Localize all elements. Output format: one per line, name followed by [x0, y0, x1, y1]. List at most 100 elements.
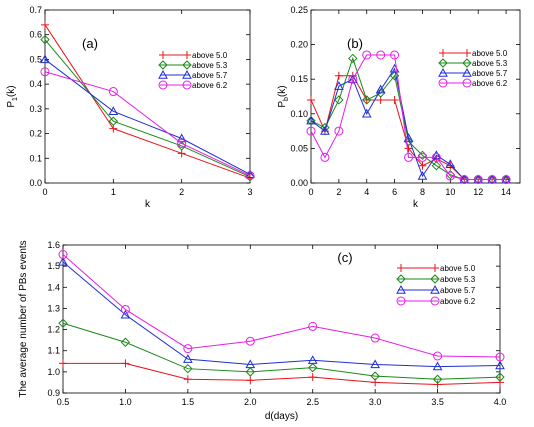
x-tick-label: 2.5: [306, 397, 319, 407]
data-point: [496, 378, 504, 387]
data-point: [306, 115, 316, 125]
legend-marker: [462, 58, 472, 68]
plot-frame: [44, 9, 251, 184]
data-point: [417, 152, 427, 162]
data-point: [183, 375, 192, 384]
series-line: [44, 59, 251, 175]
data-point: [308, 321, 318, 331]
data-point: [306, 126, 316, 136]
legend-marker: [438, 58, 448, 68]
legend-entry: above 5.7: [440, 286, 476, 295]
data-point: [245, 169, 255, 179]
data-point: [473, 175, 483, 185]
legend-marker: [430, 296, 440, 306]
data-point: [348, 74, 358, 84]
x-tick-label: 8: [420, 187, 425, 197]
data-point: [246, 376, 255, 385]
legend-marker: [463, 49, 471, 57]
y-tick-label: 0.7: [29, 5, 42, 15]
data-point: [183, 363, 193, 374]
legend-marker: [182, 80, 192, 90]
data-point: [58, 250, 68, 260]
legend-marker: [396, 296, 406, 306]
y-tick-label: 1.3: [47, 303, 60, 313]
x-tick-label: 4: [364, 187, 369, 197]
data-point: [307, 95, 315, 104]
data-point: [418, 161, 427, 170]
data-point: [501, 175, 511, 185]
y-tick-label: 0.4: [29, 79, 42, 89]
data-point: [334, 126, 344, 136]
legend-entry: above 5.0: [192, 51, 228, 60]
y-tick-label: 1.0: [47, 367, 60, 377]
data-point: [403, 132, 414, 142]
legend-entry: above 5.0: [440, 264, 476, 273]
chart-panel-a: 0 1 2 3 0.0 0.1 0.2 0.3 0.4 0.5 0.6 0.7 k P1(k) (a) abo…: [6, 5, 255, 210]
data-point: [40, 34, 50, 45]
legend-entry: above 6.2: [192, 81, 228, 90]
data-point: [308, 362, 318, 373]
x-axis-label: k: [145, 199, 151, 210]
y-tick-label: 0.1: [29, 153, 42, 163]
legend-entry: above 5.0: [472, 49, 508, 58]
x-tick-label: 10: [445, 187, 455, 197]
y-tick-label: 0.15: [290, 74, 308, 84]
x-tick-label: 2.0: [244, 397, 257, 407]
data-point: [375, 84, 386, 94]
x-tick-label: 3: [247, 187, 252, 197]
data-point: [59, 359, 67, 368]
data-point: [347, 74, 358, 83]
y-tick-label: 0.5: [29, 54, 42, 64]
series-line: [44, 39, 251, 178]
legend-marker: [182, 60, 192, 70]
series-above-6-2: [306, 50, 511, 185]
x-tick-label: 6: [392, 187, 397, 197]
y-tick-label: 0.2: [29, 129, 42, 139]
data-point: [120, 304, 130, 314]
legend-marker: [396, 274, 406, 284]
series-above-5-0: [41, 20, 254, 183]
data-point: [40, 67, 50, 77]
y-tick-label: 1.4: [47, 282, 60, 292]
legend-marker: [439, 49, 447, 57]
series-above-5-7: [40, 54, 255, 179]
series-above-5-3: [58, 318, 505, 384]
data-point: [109, 124, 118, 133]
data-point: [183, 354, 193, 363]
x-tick-label: 1.0: [119, 397, 132, 407]
legend-marker: [397, 264, 405, 272]
data-point: [58, 256, 68, 266]
panel-label: (a): [82, 36, 98, 51]
x-tick-label: 0: [42, 187, 47, 197]
data-point: [245, 359, 256, 369]
data-point: [40, 54, 50, 64]
y-tick-label: 0.3: [29, 104, 42, 114]
data-point: [431, 152, 441, 162]
data-point: [375, 88, 386, 98]
x-tick-label: 3.5: [431, 397, 444, 407]
legend-marker: [158, 69, 168, 79]
data-point: [432, 374, 443, 384]
legend-entry: above 5.7: [472, 69, 508, 78]
legend-marker: [430, 274, 440, 284]
legend-marker: [438, 78, 448, 88]
data-point: [120, 309, 131, 319]
data-point: [348, 53, 358, 64]
legend-marker: [158, 80, 168, 90]
y-tick-label: 0.6: [29, 30, 42, 40]
y-tick-label: 0.10: [290, 109, 308, 119]
data-point: [176, 133, 187, 143]
series-line: [62, 322, 501, 380]
y-tick-label: 1.1: [47, 346, 60, 356]
legend-marker: [182, 69, 192, 79]
data-point: [308, 373, 317, 382]
panel-label: (b): [347, 36, 363, 51]
y-tick-label: 1.5: [47, 261, 60, 271]
series-line: [62, 254, 501, 358]
y-tick-label: 1.6: [47, 240, 60, 250]
data-point: [417, 171, 428, 180]
plot-frame: [62, 244, 501, 394]
